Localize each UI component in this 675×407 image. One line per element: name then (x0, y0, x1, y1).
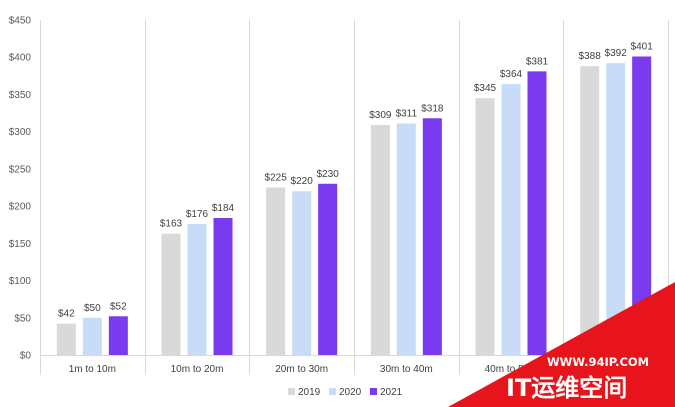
y-tick-label: $250 (9, 164, 32, 175)
data-label: $388 (579, 51, 602, 62)
x-tick-label: 1m to 10m (69, 364, 116, 375)
legend-swatch-2019 (288, 388, 295, 395)
bar-2020 (396, 123, 416, 355)
data-label: $225 (265, 173, 288, 184)
data-label: $364 (500, 69, 523, 80)
data-label: $42 (58, 309, 75, 320)
bar-2021 (318, 183, 338, 355)
bar-2021 (632, 56, 652, 355)
bar-2019 (266, 187, 286, 355)
bar-2019 (475, 98, 495, 356)
legend-label: 2019 (298, 387, 321, 398)
bar-2019 (56, 323, 76, 355)
bar-2019 (161, 233, 181, 355)
legend-label: 2020 (339, 387, 362, 398)
bar-2019 (580, 66, 600, 356)
data-label: $381 (526, 56, 549, 67)
data-label: $345 (474, 83, 497, 94)
data-label: $318 (421, 103, 444, 114)
data-label: $230 (317, 169, 340, 180)
y-tick-label: $350 (9, 90, 32, 101)
data-label: $184 (212, 203, 235, 214)
legend-label: 2021 (380, 387, 403, 398)
bar-2020 (606, 63, 626, 356)
y-tick-label: $50 (14, 313, 31, 324)
data-label: $401 (631, 41, 654, 52)
data-label: $392 (605, 48, 628, 59)
x-tick-label: 30m to 40m (380, 364, 433, 375)
bar-2021 (108, 316, 128, 355)
bar-2021 (213, 218, 233, 355)
bar-2020 (292, 191, 312, 355)
watermark-text: IT运维空间 (506, 374, 627, 402)
legend: 2019 2020 2021 (288, 387, 403, 398)
y-tick-label: $100 (9, 276, 32, 287)
axis-layer: $0 $50 $100 $150 $200 $250 $300 $350 $400 $450 1m … (9, 16, 669, 375)
data-label: $163 (160, 219, 183, 230)
data-label: $52 (110, 301, 127, 312)
data-label: $50 (84, 303, 101, 314)
y-tick-label: $200 (9, 202, 32, 213)
watermark-banner (448, 282, 675, 407)
y-tick-label: $150 (9, 239, 32, 250)
watermark: WWW.94IP.COM IT运维空间 (448, 282, 675, 407)
bar-2021 (422, 118, 442, 356)
y-tick-label: $300 (9, 127, 32, 138)
x-tick-label: 10m to 20m (171, 364, 224, 375)
bar-2020 (82, 317, 102, 355)
data-label: $220 (291, 176, 314, 187)
data-label: $176 (186, 209, 209, 220)
y-tick-label: $450 (9, 16, 32, 27)
data-label: $309 (369, 110, 392, 121)
bar-2020 (501, 84, 521, 356)
watermark-url: WWW.94IP.COM (547, 355, 649, 369)
x-tick-label: 20m to 30m (275, 364, 328, 375)
bar-2020 (187, 223, 207, 355)
bar-2021 (527, 71, 547, 355)
bars-layer (56, 56, 652, 356)
y-tick-label: $400 (9, 53, 32, 64)
bar-2019 (370, 124, 390, 355)
legend-swatch-2020 (329, 388, 336, 395)
labels-layer: $42 $50 $52 $163$176$184 $225 $220$230 $309 $31… (58, 41, 653, 319)
x-tick-label: 40m to 50m (485, 364, 538, 375)
legend-swatch-2021 (370, 388, 377, 395)
y-tick-label: $0 (20, 351, 32, 362)
data-label: $311 (396, 108, 418, 119)
